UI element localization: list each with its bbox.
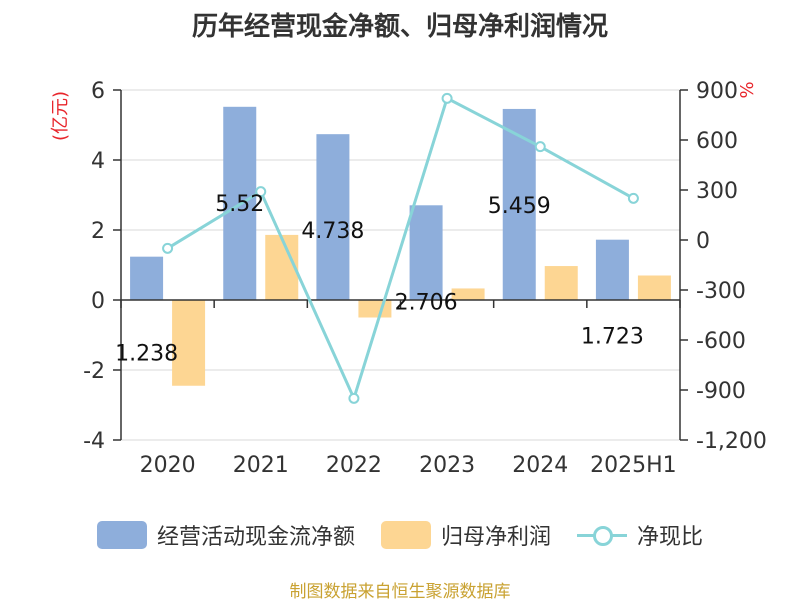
bar-cashflow-2025H1 xyxy=(595,239,629,300)
x-tick-label: 2021 xyxy=(233,453,289,478)
bar-cashflow-2020 xyxy=(130,256,164,300)
data-labels: 1.238 5.52 4.738 2.706 5.459 1.723 xyxy=(115,192,644,367)
legend-label-ratio: 净现比 xyxy=(637,525,704,550)
left-tick-label: 4 xyxy=(91,149,105,174)
ratio-line xyxy=(162,92,639,404)
left-tick-label: 0 xyxy=(91,289,105,314)
data-label-cashflow: 1.238 xyxy=(115,342,178,367)
source-note: 制图数据来自恒生聚源数据库 xyxy=(289,582,511,602)
ratio-point-2020 xyxy=(162,242,174,254)
left-tick-label: -2 xyxy=(83,359,105,384)
right-tick-label: -600 xyxy=(696,329,746,354)
x-tick-label: 2025H1 xyxy=(590,453,677,478)
left-tick-label: -4 xyxy=(83,429,105,454)
left-tick-label: 6 xyxy=(91,79,105,104)
legend-swatch-ratio xyxy=(577,521,627,549)
ratio-point-2024 xyxy=(534,141,546,153)
right-tick-label: -900 xyxy=(696,379,746,404)
right-tick-label: 300 xyxy=(696,179,738,204)
data-label-cashflow: 5.52 xyxy=(215,192,264,217)
x-tick-label: 2022 xyxy=(326,453,382,478)
data-label-cashflow: 4.738 xyxy=(301,219,364,244)
right-tick-label: 0 xyxy=(696,229,710,254)
left-axis-title: (亿元) xyxy=(50,91,71,141)
legend: 经营活动现金流净额 归母净利润 净现比 xyxy=(0,517,800,553)
ratio-point-2021 xyxy=(255,186,267,198)
data-label-cashflow: 2.706 xyxy=(395,290,458,315)
right-tick-label: -300 xyxy=(696,279,746,304)
x-tick-label: 2024 xyxy=(512,453,568,478)
bar-net-profit-2021 xyxy=(265,234,299,300)
bar-cashflow-2022 xyxy=(316,134,350,300)
right-tick-label: -1,200 xyxy=(696,429,767,454)
legend-label-cashflow: 经营活动现金流净额 xyxy=(156,525,355,550)
ratio-point-2022 xyxy=(348,392,360,404)
bar-net-profit-2023 xyxy=(451,288,485,300)
legend-item-net-profit[interactable]: 归母净利润 xyxy=(380,519,551,551)
legend-item-ratio[interactable]: 净现比 xyxy=(577,519,703,551)
bar-net-profit-2025H1 xyxy=(637,275,671,300)
right-tick-label: 900 xyxy=(696,79,738,104)
x-tick-label: 2020 xyxy=(140,453,196,478)
ratio-point-2025H1 xyxy=(627,192,639,204)
data-label-cashflow: 5.459 xyxy=(488,194,551,219)
legend-swatch-net-profit xyxy=(380,521,431,549)
bar-net-profit-2024 xyxy=(544,266,578,300)
bar-cashflow-2023 xyxy=(409,205,443,300)
x-tick-label: 2023 xyxy=(419,453,475,478)
tick-labels: -4 -2 0 2 4 6 -1,200 -900 -600 -300 0 300 600 900 (亿元)… xyxy=(50,79,767,478)
axes xyxy=(113,89,688,441)
bar-net-profit-2022 xyxy=(358,300,392,318)
legend-item-cashflow[interactable]: 经营活动现金流净额 xyxy=(96,519,355,551)
legend-label-net-profit: 归母净利润 xyxy=(440,525,551,550)
left-tick-label: 2 xyxy=(91,219,105,244)
right-axis-title: % xyxy=(737,81,758,98)
bars xyxy=(130,106,671,386)
chart-title: 历年经营现金净额、归母净利润情况 xyxy=(191,12,608,42)
bar-net-profit-2020 xyxy=(172,300,206,386)
ratio-line-path xyxy=(166,96,635,403)
data-label-cashflow: 1.723 xyxy=(581,325,644,350)
ratio-point-2023 xyxy=(441,92,453,104)
right-tick-label: 600 xyxy=(696,129,738,154)
legend-swatch-cashflow xyxy=(96,521,147,549)
